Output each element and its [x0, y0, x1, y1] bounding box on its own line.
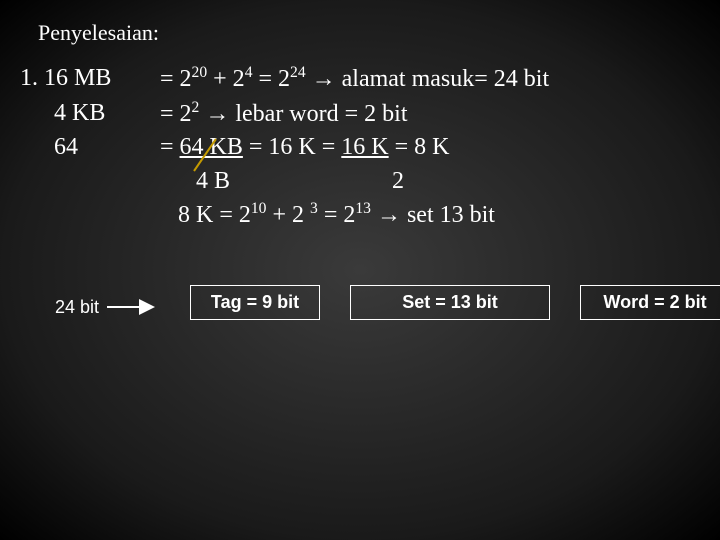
sup: 20	[192, 64, 208, 81]
t: = 2	[318, 202, 356, 228]
t: = 2	[160, 66, 192, 92]
sup: 13	[355, 200, 371, 217]
line-3: 64 = 64 KB = 16 K = 16 K = 8 K	[20, 131, 549, 165]
line-5: 8 K = 210 + 2 3 = 213 → set 13 bit	[20, 198, 549, 233]
heading: Penyelesaian:	[38, 20, 159, 46]
box-word: Word = 2 bit	[580, 285, 720, 320]
frac-4b: 4 B	[196, 165, 230, 199]
t: = 8 K	[389, 134, 450, 160]
t: → lebar word = 2 bit	[199, 101, 407, 127]
line-2-left: 4 KB	[20, 97, 160, 132]
line-2: 4 KB = 22 → lebar word = 2 bit	[20, 97, 549, 132]
t: → alamat masuk= 24 bit	[306, 66, 550, 92]
t: = 2	[252, 66, 290, 92]
line-1-right: = 220 + 24 = 224 → alamat masuk= 24 bit	[160, 62, 549, 97]
line-4: 4 B 2	[20, 165, 549, 199]
t: = 16 K =	[243, 134, 341, 160]
t: = 2	[160, 101, 192, 127]
ul: 64 KB	[180, 134, 243, 160]
line-1: 1. 16 MB = 220 + 24 = 224 → alamat masuk…	[20, 62, 549, 97]
t: 8 K = 2	[178, 202, 251, 228]
solution-content: 1. 16 MB = 220 + 24 = 224 → alamat masuk…	[20, 62, 549, 233]
t: + 2	[266, 202, 310, 228]
arrow-right-icon	[105, 292, 155, 322]
line-3-right: = 64 KB = 16 K = 16 K = 8 K	[160, 131, 450, 165]
sup: 3	[310, 200, 318, 217]
line-4-right: 4 B 2	[160, 165, 404, 199]
t: → set 13 bit	[371, 202, 495, 228]
ul: 16 K	[341, 134, 388, 160]
line-1-left: 1. 16 MB	[20, 62, 160, 97]
bit-boxes: Tag = 9 bit Set = 13 bit Word = 2 bit	[190, 285, 720, 320]
sup: 24	[290, 64, 306, 81]
box-set: Set = 13 bit	[350, 285, 550, 320]
label-24bit: 24 bit	[55, 297, 99, 318]
t: 4 B	[196, 168, 230, 194]
sup: 10	[251, 200, 267, 217]
line-5-right: 8 K = 210 + 2 3 = 213 → set 13 bit	[160, 198, 495, 233]
t: 2	[392, 168, 404, 194]
arrow-block: 24 bit	[55, 292, 155, 322]
box-tag: Tag = 9 bit	[190, 285, 320, 320]
t: =	[160, 134, 180, 160]
t: + 2	[207, 66, 245, 92]
line-2-right: = 22 → lebar word = 2 bit	[160, 97, 408, 132]
line-3-left: 64	[20, 131, 160, 165]
